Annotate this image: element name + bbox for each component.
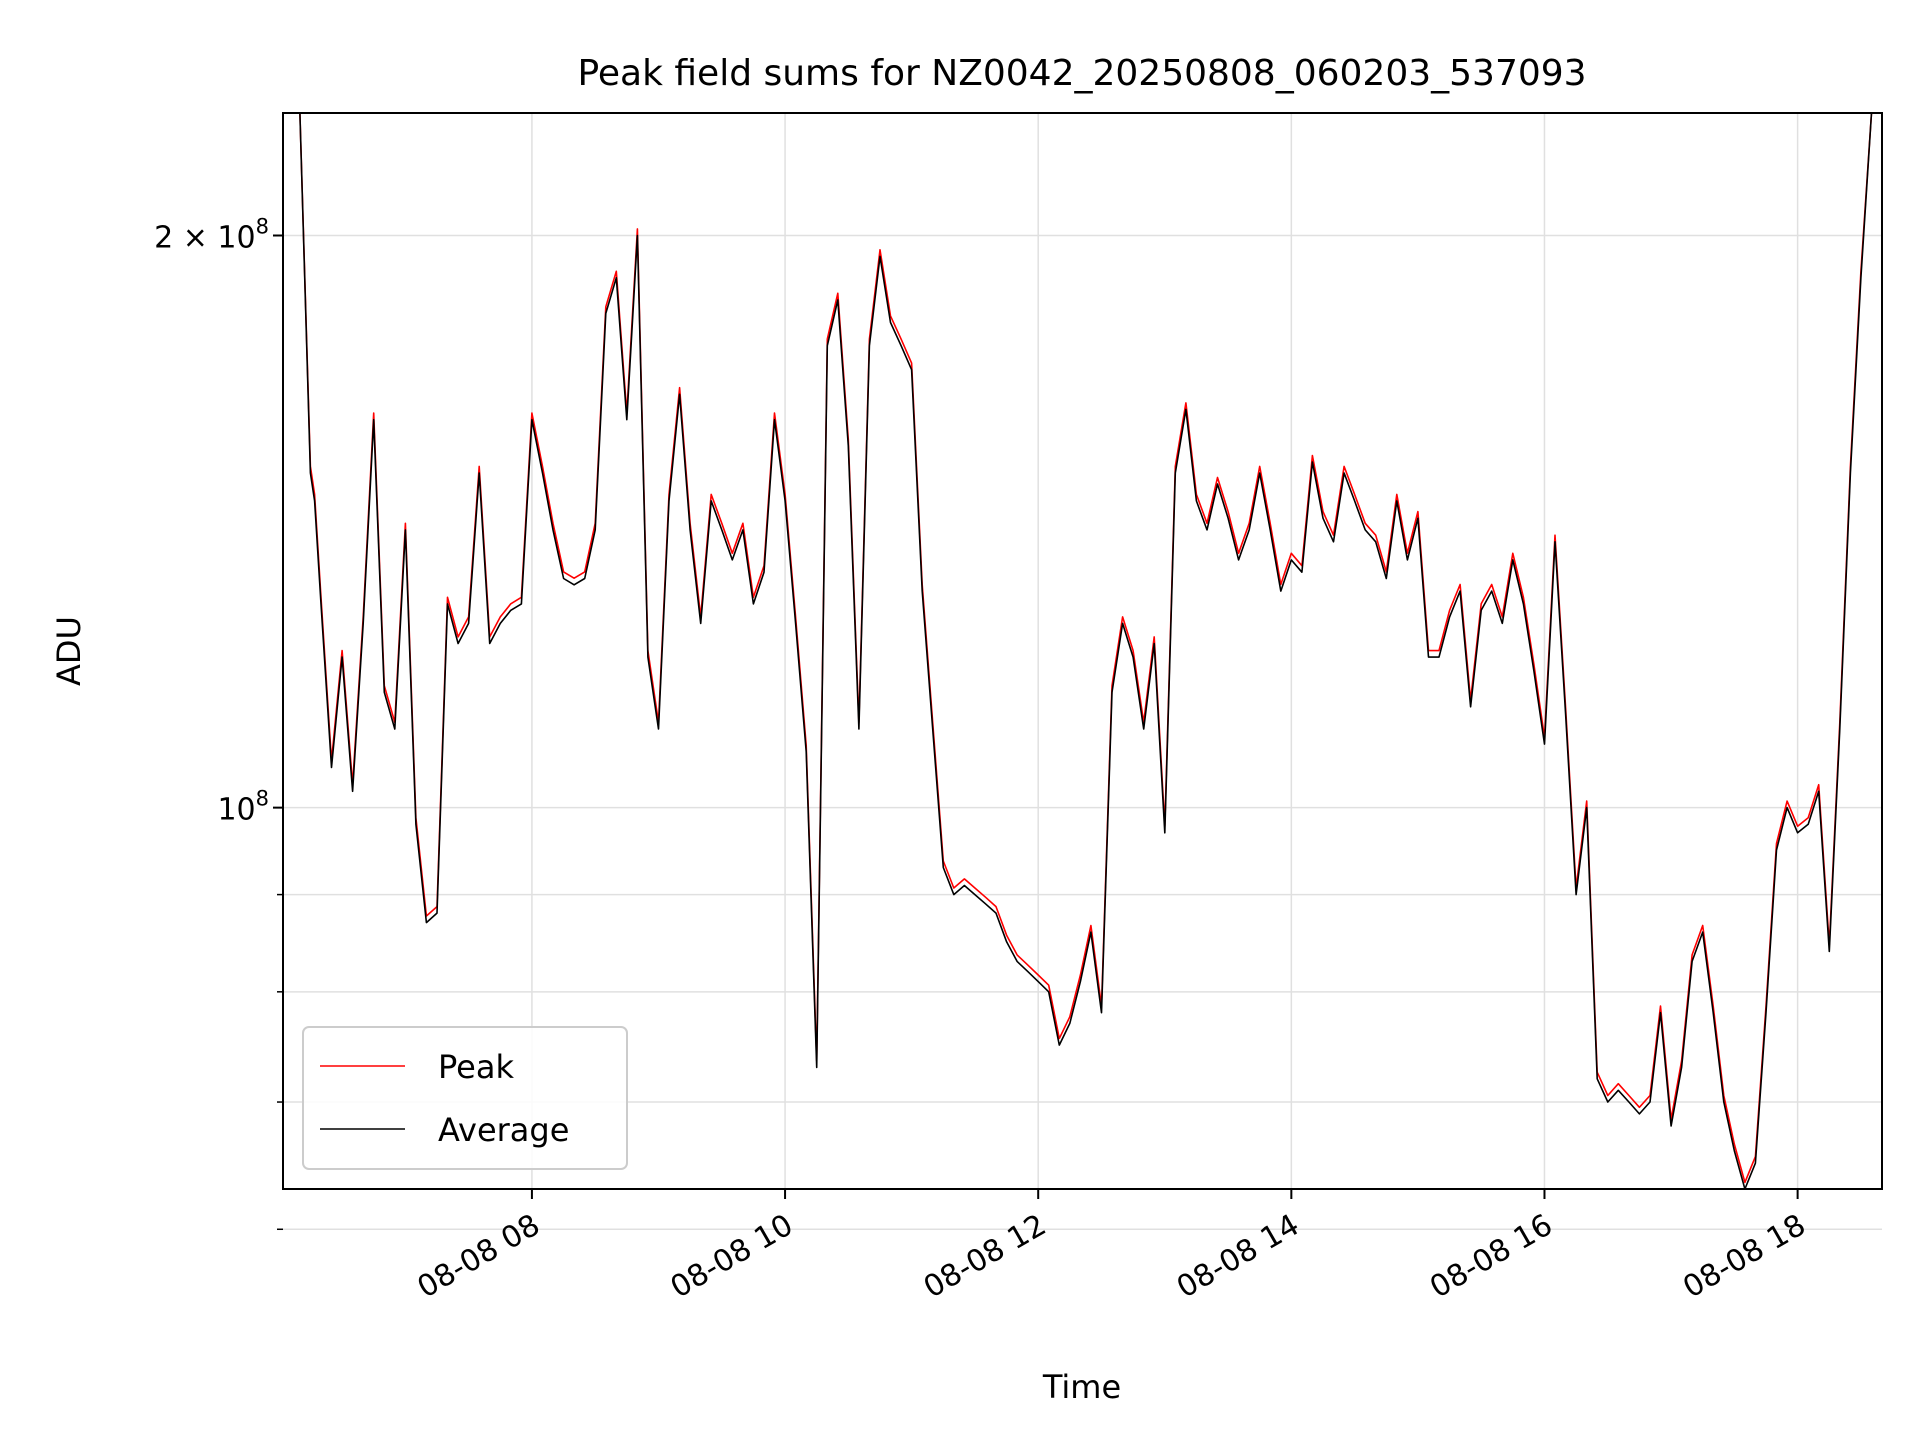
plot-area-background bbox=[283, 113, 1882, 1189]
y-tick-label: 108 bbox=[217, 787, 269, 828]
legend-label-average: Average bbox=[438, 1111, 569, 1149]
plot-area-frame bbox=[282, 112, 1883, 1190]
series-line-average bbox=[283, 113, 1882, 1189]
x-axis-label: Time bbox=[1042, 1368, 1121, 1406]
legend-frame bbox=[302, 1026, 628, 1170]
y-tick-label: 2 × 108 bbox=[154, 215, 269, 256]
chart-title: Peak field sums for NZ0042_20250808_0602… bbox=[577, 53, 1586, 94]
series-line-peak bbox=[283, 113, 1882, 1184]
legend-label-peak: Peak bbox=[438, 1048, 514, 1086]
y-axis-label: ADU bbox=[50, 616, 88, 686]
legend: Peak Average bbox=[302, 1026, 628, 1170]
series-lines bbox=[283, 113, 1882, 1189]
